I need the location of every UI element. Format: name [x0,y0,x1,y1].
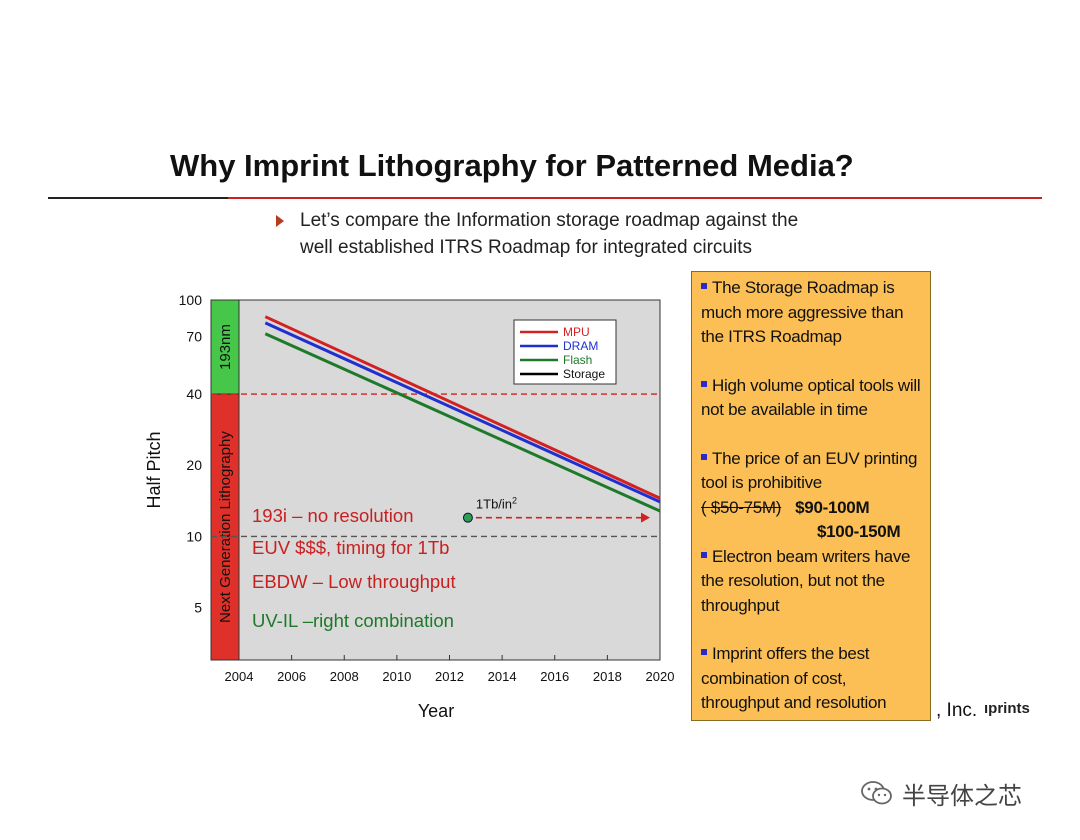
bullet-arrow-icon [276,215,284,227]
square-bullet-icon [701,380,707,387]
storage-point-label: 1Tb/in2 [476,496,517,512]
x-tick-label: 2018 [593,669,622,684]
storage-point [462,512,473,523]
x-tick-label: 2010 [382,669,411,684]
slide-title: Why Imprint Lithography for Patterned Me… [170,148,854,183]
x-tick-label: 2012 [435,669,464,684]
legend-label-dram: DRAM [563,339,598,353]
title-rule-red [228,197,1042,199]
new-price-2: $100-150M [817,522,901,541]
series-line-flash [264,332,661,513]
note-4: Electron beam writers have the resolutio… [701,545,922,619]
new-price-1: $90-100M [795,497,870,517]
y-tick-label: 100 [179,292,203,308]
company-logo-text: ıprints [984,700,1030,717]
square-bullet-icon [701,649,707,655]
y-tick-label: 10 [186,528,202,544]
old-price: ( $50-75M) [701,497,782,517]
watermark: 半导体之芯 [860,778,1022,810]
note-3-text: The price of an EUV printing tool is pro… [701,448,918,493]
series-line-dram [264,321,661,504]
x-tick-label: 2016 [540,669,569,684]
y-tick-label: 70 [186,329,202,345]
storage-arrow-head [641,512,650,523]
x-tick-label: 2020 [646,669,675,684]
annotation-3: UV-IL –right combination [252,610,454,631]
watermark-text: 半导体之芯 [902,781,1022,810]
y-tick-label: 40 [186,386,202,402]
note-1: The Storage Roadmap is much more aggress… [701,276,922,350]
note-2: High volume optical tools will not be av… [701,374,922,423]
y-axis-label: Half Pitch [144,431,164,508]
x-tick-label: 2006 [277,669,306,684]
legend-label-mpu: MPU [563,325,590,339]
legend-label-storage: Storage [563,367,605,381]
band-label-1: Next Generation Lithography [217,431,234,623]
note-5: Imprint offers the best combination of c… [701,642,922,716]
square-bullet-icon [701,453,707,460]
note-3: The price of an EUV printing tool is pro… [701,447,922,545]
note-4-text: Electron beam writers have the resolutio… [701,546,911,615]
annotation-1: EUV $$$, timing for 1Tb [252,537,449,558]
wechat-icon [861,781,892,805]
note-5-text: Imprint offers the best combination of c… [701,644,887,712]
x-tick-label: 2008 [330,669,359,684]
intro-bullet: Let’s compare the Information storage ro… [276,207,836,261]
company-credit: , Inc. [936,700,978,721]
series-line-mpu [264,315,661,500]
y-tick-label: 5 [194,600,202,616]
x-tick-label: 2014 [488,669,517,684]
band-label-0: 193nm [217,324,234,370]
title-rule-black [48,197,228,199]
legend-label-flash: Flash [563,353,592,367]
storage-point-label-superscript: 2 [512,496,517,506]
note-2-text: High volume optical tools will not be av… [701,375,921,420]
x-tick-label: 2004 [225,669,254,684]
y-tick-label: 20 [186,457,202,473]
annotation-0: 193i – no resolution [252,505,413,526]
x-axis-label: Year [418,701,454,721]
intro-line-1: Let’s compare the Information storage ro… [300,210,799,231]
note-1-text: The Storage Roadmap is much more aggress… [701,278,904,346]
storage-roadmap-notes: The Storage Roadmap is much more aggress… [691,271,931,721]
band-0 [210,299,240,395]
square-bullet-icon [701,283,707,289]
square-bullet-icon [701,551,707,558]
intro-line-2: well established ITRS Roadmap for integr… [300,237,752,258]
annotation-2: EBDW – Low throughput [252,571,456,592]
